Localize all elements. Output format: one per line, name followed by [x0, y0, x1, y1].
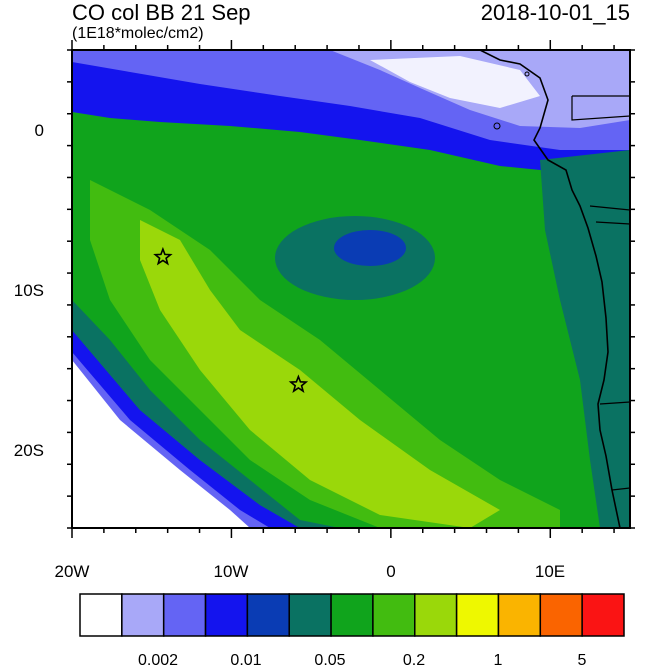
- coastline: [479, 50, 621, 528]
- lon-label: 0: [386, 562, 395, 581]
- colorbar-label: 5: [578, 652, 587, 667]
- colorbar-label: 1: [494, 652, 503, 667]
- star-marker-1: [153, 246, 173, 266]
- lon-label: 10E: [535, 562, 565, 581]
- co-field: [72, 50, 630, 528]
- colorbar-label: 0.05: [314, 652, 345, 667]
- colorbar-swatch: [581, 593, 625, 637]
- colorbar: [79, 593, 625, 637]
- island: [493, 122, 501, 130]
- map-title: CO col BB 21 Sep: [72, 0, 251, 25]
- colorbar-swatch: [455, 593, 500, 637]
- colorbar-swatch: [372, 593, 416, 637]
- map-timestamp: 2018-10-01_15: [480, 0, 630, 25]
- field-coast-teal: [540, 150, 630, 528]
- field-sw-white: [72, 360, 250, 528]
- colorbar-swatch: [121, 593, 165, 637]
- colorbar-swatch: [162, 593, 207, 637]
- colorbar-swatch: [79, 593, 123, 637]
- colorbar-label: 0.002: [138, 652, 178, 667]
- lat-label: 0: [35, 121, 44, 140]
- colorbar-swatch: [330, 593, 374, 637]
- country-borders: [571, 95, 630, 491]
- field-north-white: [370, 56, 540, 108]
- colorbar-label: 0.01: [230, 652, 261, 667]
- lon-label: 20W: [55, 562, 90, 581]
- lat-label: 20S: [14, 441, 44, 460]
- colorbar-swatch: [204, 593, 249, 637]
- lat-label: 10S: [14, 281, 44, 300]
- lon-label: 10W: [214, 562, 249, 581]
- colorbar-swatch: [497, 593, 542, 637]
- map-units: (1E18*molec/cm2): [72, 25, 204, 42]
- island: [524, 71, 530, 77]
- colorbar-swatch: [414, 593, 458, 637]
- colorbar-swatch: [288, 593, 332, 637]
- colorbar-swatch: [246, 593, 290, 637]
- marker-layer: [153, 246, 309, 393]
- field-plume-core: [140, 220, 500, 528]
- field-eddy-core: [334, 230, 406, 266]
- star-marker-2: [288, 374, 309, 393]
- colorbar-label: 0.2: [403, 652, 425, 667]
- axis-ticks: [67, 40, 635, 538]
- colorbar-swatch: [539, 593, 583, 637]
- field-plume: [90, 180, 560, 528]
- plot-frame: [71, 49, 631, 529]
